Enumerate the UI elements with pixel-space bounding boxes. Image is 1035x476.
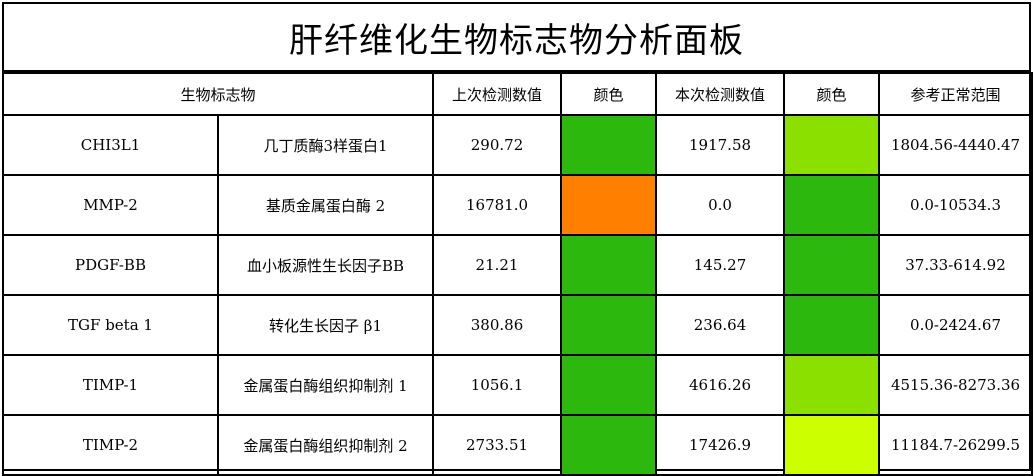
previous-value: 21.21 <box>432 234 563 296</box>
reference-range: 4515.36-8273.36 <box>878 354 1034 416</box>
previous-color-swatch <box>560 114 658 176</box>
biomarker-name: 几丁质酶3样蛋白1 <box>216 114 435 176</box>
current-color-swatch <box>783 294 881 356</box>
previous-color-swatch <box>560 294 658 356</box>
biomarker-table: 生物标志物 上次检测数值 颜色 本次检测数值 颜色 参考正常范围 CHI3L1 几… <box>1 72 1034 476</box>
header-previous-color: 颜色 <box>560 72 658 116</box>
biomarker-code: PDGF-BB <box>2 234 219 296</box>
header-reference-range: 参考正常范围 <box>878 72 1034 116</box>
biomarker-name: 基质金属蛋白酶 2 <box>216 174 435 236</box>
previous-color-swatch <box>560 414 658 476</box>
reference-range: 0.0-10534.3 <box>878 174 1034 236</box>
table-row: TGF beta 1 转化生长因子 β1 380.86 236.64 0.0-2424.… <box>2 294 1034 356</box>
reference-range: 0.0-2424.67 <box>878 294 1034 356</box>
current-value: 0.0 <box>655 174 786 236</box>
table-row: TIMP-1 金属蛋白酶组织抑制剂 1 1056.1 4616.26 4515.36-8… <box>2 354 1034 416</box>
current-value: 4616.26 <box>655 354 786 416</box>
previous-value: 2733.51 <box>432 414 563 476</box>
header-previous-value: 上次检测数值 <box>432 72 563 116</box>
reference-range: 37.33-614.92 <box>878 234 1034 296</box>
header-row: 生物标志物 上次检测数值 颜色 本次检测数值 颜色 参考正常范围 <box>1 72 1034 116</box>
biomarker-code: TIMP-1 <box>2 354 219 416</box>
biomarker-name: 血小板源性生长因子BB <box>216 234 435 296</box>
biomarker-code: TIMP-2 <box>2 414 219 476</box>
current-color-swatch <box>783 414 881 476</box>
previous-value: 380.86 <box>432 294 563 356</box>
biomarker-name: 金属蛋白酶组织抑制剂 2 <box>216 414 435 476</box>
current-color-swatch <box>783 354 881 416</box>
current-color-swatch <box>783 174 881 236</box>
table-row: PDGF-BB 血小板源性生长因子BB 21.21 145.27 37.33-614.9… <box>2 234 1034 296</box>
header-current-color: 颜色 <box>783 72 881 116</box>
previous-color-swatch <box>560 174 658 236</box>
biomarker-code: MMP-2 <box>2 174 219 236</box>
previous-value: 290.72 <box>432 114 563 176</box>
current-value: 17426.9 <box>655 414 786 476</box>
header-current-value: 本次检测数值 <box>655 72 786 116</box>
biomarker-code: TGF beta 1 <box>2 294 219 356</box>
table-row: CHI3L1 几丁质酶3样蛋白1 290.72 1917.58 1804.56-4440… <box>2 114 1034 176</box>
panel-title: 肝纤维化生物标志物分析面板 <box>4 4 1029 72</box>
current-color-swatch <box>783 114 881 176</box>
biomarker-code: CHI3L1 <box>2 114 219 176</box>
current-value: 236.64 <box>655 294 786 356</box>
previous-value: 16781.0 <box>432 174 563 236</box>
header-biomarker: 生物标志物 <box>1 72 435 116</box>
current-value: 1917.58 <box>655 114 786 176</box>
previous-color-swatch <box>560 354 658 416</box>
table-row: MMP-2 基质金属蛋白酶 2 16781.0 0.0 0.0-10534.3 <box>2 174 1034 236</box>
previous-value: 1056.1 <box>432 354 563 416</box>
biomarker-name: 转化生长因子 β1 <box>216 294 435 356</box>
reference-range: 11184.7-26299.5 <box>878 414 1034 476</box>
current-value: 145.27 <box>655 234 786 296</box>
previous-color-swatch <box>560 234 658 296</box>
reference-range: 1804.56-4440.47 <box>878 114 1034 176</box>
table-row: TIMP-2 金属蛋白酶组织抑制剂 2 2733.51 17426.9 11184.7-… <box>2 414 1034 476</box>
biomarker-name: 金属蛋白酶组织抑制剂 1 <box>216 354 435 416</box>
current-color-swatch <box>783 234 881 296</box>
